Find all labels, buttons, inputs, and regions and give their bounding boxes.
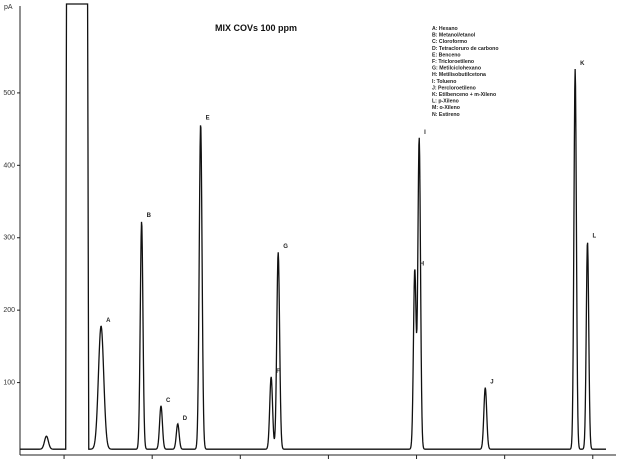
legend-entry: A: Hexano <box>432 26 458 32</box>
y-tick-label: 500 <box>3 90 15 97</box>
legend-entry: E: Benceno <box>432 52 461 58</box>
peak-label: I <box>424 130 426 136</box>
legend-entry: C: Cloroformo <box>432 39 467 45</box>
peak-label: F <box>276 369 280 375</box>
legend-entry: K: Etilbenceno + m-Xileno <box>432 92 496 98</box>
y-axis-label: pA <box>4 4 13 11</box>
trace-group <box>20 3 606 450</box>
y-tick-label: 100 <box>3 380 15 387</box>
legend-entry: F: Tricloroetileno <box>432 59 474 65</box>
y-tick-label: 400 <box>3 162 15 169</box>
peak-label: A <box>106 318 111 324</box>
peak-label: G <box>283 244 288 250</box>
peak-label: J <box>490 380 493 386</box>
legend-entry: D: Tetracloruro de carbono <box>432 46 498 52</box>
legend-entry: J: Percloroetileno <box>432 85 476 91</box>
y-tick-label: 200 <box>3 307 15 314</box>
legend-entry: M: o-Xileno <box>432 105 460 111</box>
peak-label: L <box>592 233 596 239</box>
legend-entry: B: Metanol/etanol <box>432 33 476 39</box>
legend-entry: H: Metilisobutilcetona <box>432 72 486 78</box>
legend-entry: I: Tolueno <box>432 79 456 85</box>
legend-entry: N: Estireno <box>432 112 460 118</box>
chromatogram-trace <box>20 3 606 450</box>
axes-group: 100 200 300 400 500 <box>3 6 616 459</box>
peak-label: C <box>166 398 171 404</box>
peak-label: K <box>580 61 585 67</box>
peak-label: E <box>206 115 210 121</box>
peak-label: H <box>420 262 424 268</box>
y-tick-label: 300 <box>3 235 15 242</box>
peak-labels-group: ABCDEFGHIJKLMN <box>106 61 596 422</box>
peak-label: D <box>183 416 188 422</box>
chart-title: MIX COVs 100 ppm <box>215 23 297 33</box>
legend-entry: L: p-Xileno <box>432 99 459 105</box>
peak-label: B <box>147 213 152 219</box>
legend-entry: G: Metilciclohexano <box>432 66 481 72</box>
